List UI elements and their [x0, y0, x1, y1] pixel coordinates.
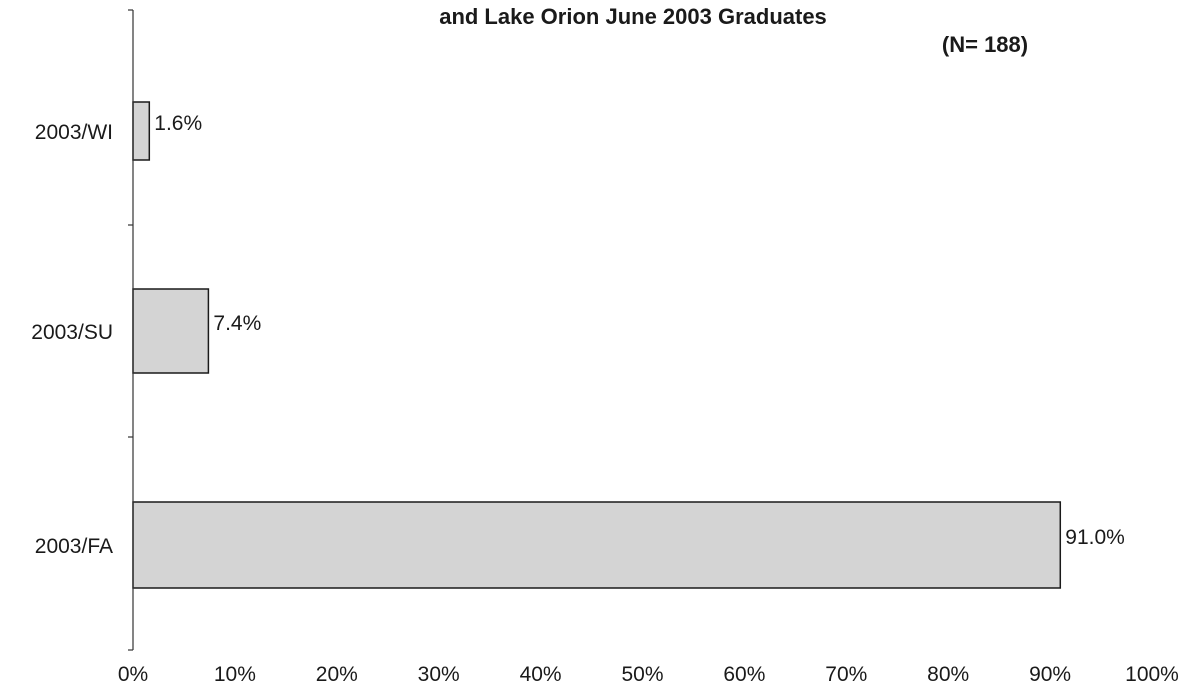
chart-title: and Lake Orion June 2003 Graduates — [439, 4, 827, 29]
x-tick-label: 90% — [1029, 663, 1071, 686]
bar-2003-su — [132, 288, 210, 374]
x-tick-label: 10% — [214, 663, 256, 686]
axis-layer: 2003/WI 2003/SU 2003/FA 0% 10% 20% 30% 40% 50% 60… — [31, 9, 1179, 686]
x-tick-label: 50% — [621, 663, 663, 686]
data-label: 1.6% — [154, 112, 202, 135]
bar-2003-fa — [132, 501, 1062, 589]
x-tick-label: 100% — [1125, 663, 1179, 686]
bar-2003-wi — [132, 101, 151, 161]
category-label: 2003/WI — [35, 121, 113, 144]
category-label: 2003/SU — [31, 321, 113, 344]
x-tick-label: 40% — [520, 663, 562, 686]
category-label: 2003/FA — [35, 535, 113, 558]
data-label: 7.4% — [213, 312, 261, 335]
x-tick-label: 0% — [118, 663, 148, 686]
x-tick-label: 70% — [825, 663, 867, 686]
x-tick-label: 20% — [316, 663, 358, 686]
bars-layer: 1.6% 7.4% 91.0% — [132, 101, 1125, 589]
x-tick-label: 30% — [418, 663, 460, 686]
x-tick-label: 80% — [927, 663, 969, 686]
x-tick-label: 60% — [723, 663, 765, 686]
chart-subtitle: (N= 188) — [942, 32, 1028, 57]
data-label: 91.0% — [1065, 526, 1125, 549]
